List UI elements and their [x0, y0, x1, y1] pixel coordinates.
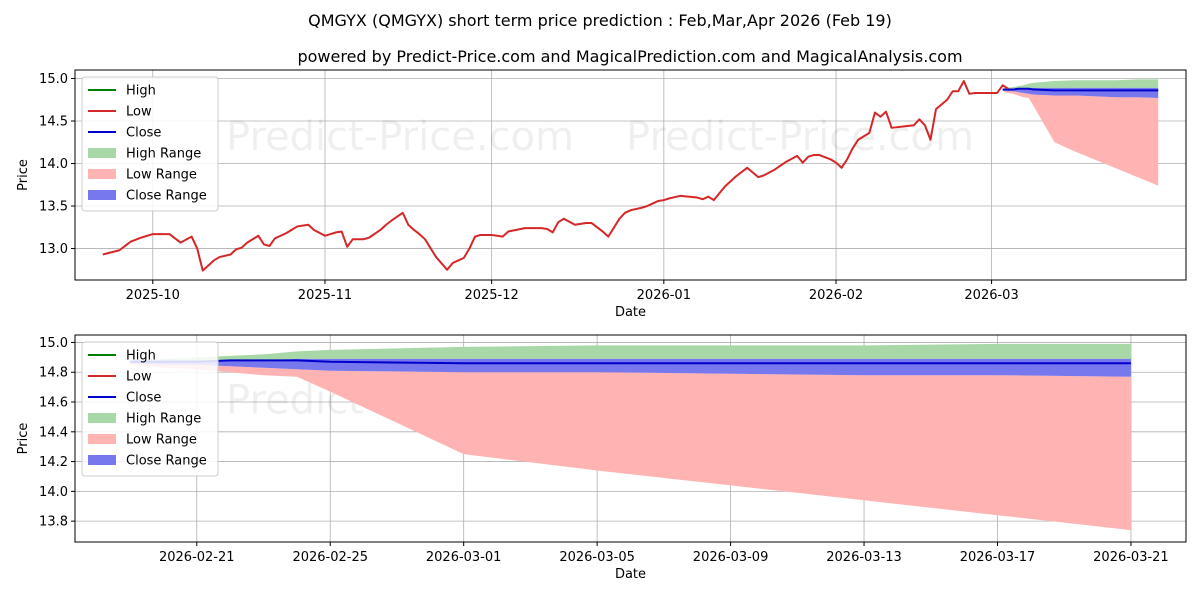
bottom-xaxis-label: Date: [615, 567, 646, 582]
bottom-yaxis-label: Price: [16, 423, 31, 455]
bottom-legend-label: Low Range: [126, 433, 197, 448]
top-legend-label: High Range: [126, 147, 201, 162]
watermark-text: Predict-Price.com: [626, 114, 974, 160]
bottom-xtick-label: 2026-03-13: [826, 550, 902, 565]
low-price-line: [102, 80, 1009, 272]
forecast-panel: Predict-Price.comPredict-Price.com2026-0…: [16, 334, 1187, 582]
bottom-ytick-label: 15.0: [39, 336, 68, 351]
top-legend-swatch: [88, 148, 116, 158]
top-high-range-area: [1002, 79, 1159, 89]
bottom-legend: High Low Close High Range Low Range Close Ran…: [81, 341, 219, 477]
top-xtick-label: 2026-03: [964, 288, 1018, 303]
bottom-xtick-label: 2026-03-09: [693, 550, 769, 565]
chart-title: QMGYX (QMGYX) short term price predictio…: [308, 11, 892, 30]
top-xtick-label: 2026-01: [637, 288, 691, 303]
bottom-xtick-label: 2026-02-21: [159, 550, 235, 565]
top-close-forecast-line: [1002, 87, 1159, 92]
bottom-legend-swatch: [88, 413, 116, 423]
top-yaxis-label: Price: [16, 159, 31, 191]
bottom-ytick-label: 14.0: [39, 485, 68, 500]
top-legend-label: Low Range: [126, 168, 197, 183]
history-panel: Predict-Price.com Predict-Price.com 2025-1…: [16, 69, 1187, 320]
bottom-axes-frame: [74, 334, 1187, 543]
bottom-plot-area: [130, 343, 1131, 531]
top-axes-frame: [74, 69, 1187, 281]
top-legend-swatch: [88, 190, 116, 200]
top-ytick-label: 13.5: [39, 200, 68, 215]
top-ytick-label: 14.0: [39, 157, 68, 172]
top-legend-label: Low: [126, 105, 152, 120]
top-legend-label: High: [126, 84, 156, 99]
top-ytick-label: 13.0: [39, 242, 68, 257]
top-xtick-label: 2026-02: [809, 288, 863, 303]
bottom-xtick-label: 2026-03-17: [960, 550, 1036, 565]
bottom-xtick-label: 2026-03-21: [1093, 550, 1169, 565]
top-xtick-label: 2025-10: [126, 288, 180, 303]
top-legend-label: Close: [126, 126, 161, 141]
top-plot-area: [102, 79, 1159, 272]
top-legend: High Low Close High Range Low Range Close Ran…: [81, 76, 219, 212]
bottom-xtick-label: 2026-03-05: [559, 550, 635, 565]
bottom-ytick-label: 14.8: [39, 366, 68, 381]
bottom-xtick-label: 2026-03-01: [426, 550, 502, 565]
bottom-ytick-label: 13.8: [39, 515, 68, 530]
top-ytick-label: 14.5: [39, 115, 68, 130]
watermark-text: Predict-Price.com: [226, 114, 574, 160]
top-xtick-label: 2025-11: [298, 288, 352, 303]
bottom-legend-label: High: [126, 349, 156, 364]
top-xtick-label: 2025-12: [464, 288, 518, 303]
bottom-legend-swatch: [88, 455, 116, 465]
chart-subtitle: powered by Predict-Price.com and Magical…: [297, 47, 962, 66]
bottom-legend-label: Low: [126, 370, 152, 385]
bottom-legend-label: Close Range: [126, 454, 207, 469]
bottom-ytick-label: 14.4: [39, 425, 68, 440]
top-legend-label: Close Range: [126, 189, 207, 204]
top-xaxis-label: Date: [615, 305, 646, 320]
top-legend-swatch: [88, 169, 116, 179]
bottom-ytick-label: 14.2: [39, 455, 68, 470]
bottom-xtick-label: 2026-02-25: [292, 550, 368, 565]
bottom-legend-swatch: [88, 434, 116, 444]
bottom-legend-label: High Range: [126, 412, 201, 427]
bottom-legend-label: Close: [126, 391, 161, 406]
low-range-area: [130, 363, 1131, 531]
high-range-area: [130, 343, 1131, 361]
top-low-range-area: [1002, 90, 1159, 186]
top-ytick-label: 15.0: [39, 72, 68, 87]
bottom-ytick-label: 14.6: [39, 396, 68, 411]
